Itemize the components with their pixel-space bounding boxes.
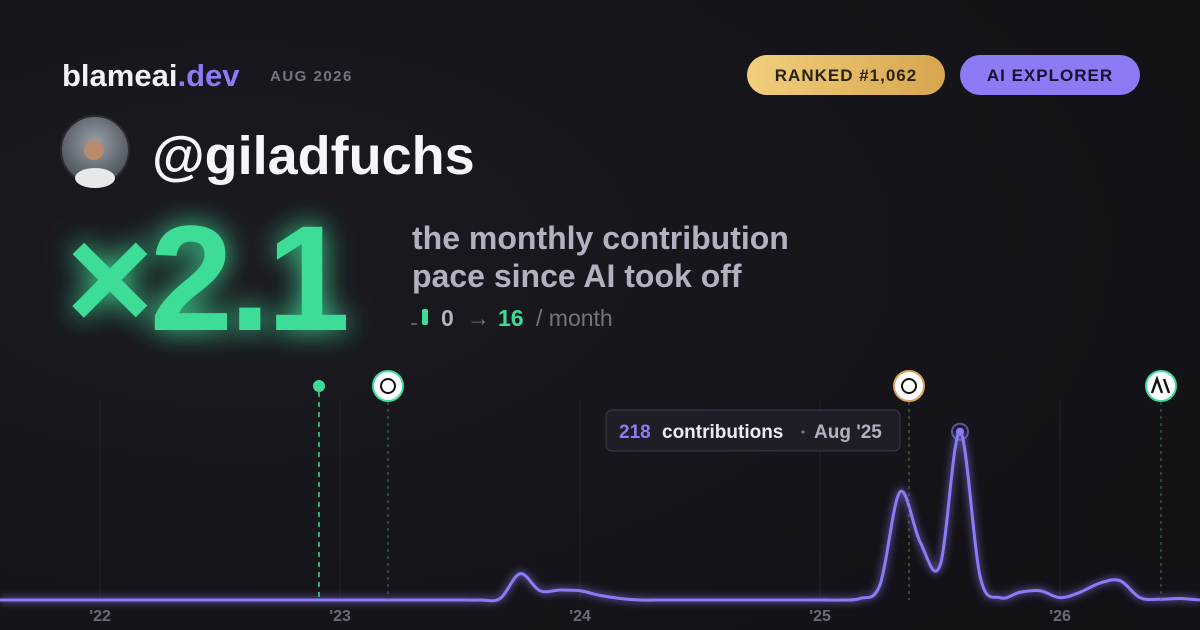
x-tick-label: '22 [89,608,111,625]
tooltip-date: Aug '25 [814,422,882,443]
pace-icon-bar [422,309,428,325]
event-icon [372,370,404,402]
x-tick-label: '24 [569,608,591,625]
date: AUG 2026 [270,68,353,85]
highlight-point [956,427,964,436]
tooltip-value: 218 [619,422,651,443]
rank-badge [747,55,945,95]
brand-name: blameai [62,58,177,93]
brand: blameai.dev [62,58,240,93]
event-icon [1145,370,1177,402]
rank-badge-text: RANKED #1,062 [775,66,917,85]
pace: 0 → 16 / month [441,305,613,331]
event-icon [893,370,925,402]
multiplier: ×2.1 [66,194,347,362]
x-tick-label: '23 [329,608,351,625]
tooltip-unit: contributions [662,422,783,443]
pace-to: 16 [498,305,524,331]
event-dot [313,380,325,392]
description-line: pace since AI took off [412,258,742,294]
event-icon-glyph [380,378,396,394]
pace-arrow: → [467,305,490,331]
pace-from: 0 [441,305,454,331]
pace-unit: / month [536,305,613,331]
tooltip-separator [801,430,805,434]
pace-icon-base [411,323,417,325]
tier-badge-text: AI EXPLORER [987,66,1113,85]
tooltip: 218 contributions Aug '25 [605,409,901,452]
event-icon-glyph [1150,375,1171,394]
event-icon-glyph [901,378,917,394]
tooltip-box [605,409,901,452]
chart: '22 '23 '24 '25 '26 [0,400,1200,625]
x-tick-label: '25 [809,608,831,625]
line-series [0,430,1200,603]
avatar-face [84,140,104,160]
brand-tld: .dev [177,58,240,93]
description-line: the monthly contribution [412,220,789,256]
event-markers [313,370,1177,600]
x-tick-label: '26 [1049,608,1071,625]
username: @giladfuchs [152,126,475,186]
highlight-ring [951,422,969,441]
avatar-figure [75,168,115,188]
tier-badge [960,55,1140,95]
